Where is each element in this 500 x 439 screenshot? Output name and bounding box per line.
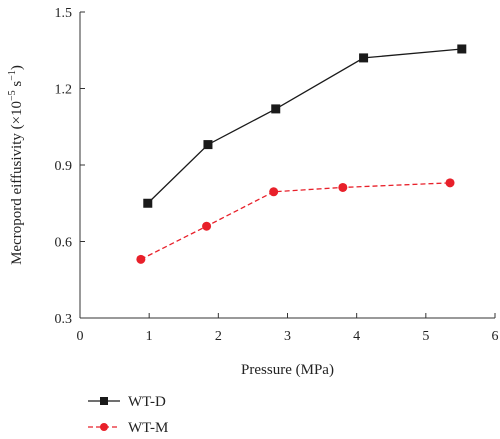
y-tick-label: 0.6: [55, 236, 73, 251]
series-wt-m: [136, 178, 455, 264]
x-tick-label: 1: [146, 329, 153, 344]
legend-item-wt-d: WT-D: [88, 394, 166, 410]
data-point: [202, 221, 212, 231]
x-tick-label: 0: [77, 329, 84, 344]
y-axis-title-exponent-2: −1: [7, 70, 18, 81]
data-point: [203, 140, 213, 150]
legend: WT-D WT-M: [88, 394, 168, 436]
y-tick-label: 1.5: [55, 6, 73, 21]
legend-label: WT-D: [128, 394, 166, 410]
data-point: [269, 187, 279, 197]
data-point: [143, 198, 153, 208]
x-axis-title: Pressure (MPa): [241, 362, 334, 378]
series-wt-d: [143, 44, 467, 208]
axes: [79, 12, 495, 319]
series-layer: [136, 44, 467, 264]
data-point: [271, 104, 281, 114]
x-tick-label: 2: [215, 329, 222, 344]
legend-label: WT-M: [128, 420, 168, 436]
data-point: [136, 254, 146, 264]
y-axis-title-main: Mecropord eiffusivity (×10: [9, 101, 25, 265]
data-point: [457, 44, 467, 54]
data-point: [445, 178, 455, 188]
legend-marker: [100, 423, 108, 431]
data-point: [359, 53, 369, 63]
series-line: [140, 182, 451, 260]
y-axis-title-mid: s: [9, 81, 25, 91]
data-point: [338, 182, 348, 192]
y-ticks: 0.3 0.6 0.9 1.2 1.5: [55, 6, 85, 327]
y-tick-label: 1.2: [55, 83, 73, 98]
legend-item-wt-m: WT-M: [88, 420, 168, 436]
x-tick-label: 3: [284, 329, 291, 344]
x-ticks: 0 1 2 3 4 5 6: [77, 313, 499, 344]
legend-marker: [100, 397, 108, 405]
y-axis-title-exponent-1: −5: [7, 90, 18, 101]
x-tick-label: 4: [353, 329, 360, 344]
y-axis-title: Mecropord eiffusivity (×10−5 s−1): [7, 65, 25, 265]
series-line: [147, 48, 462, 204]
y-tick-label: 0.3: [55, 312, 73, 327]
x-tick-label: 5: [422, 329, 429, 344]
y-tick-label: 0.9: [55, 159, 73, 174]
x-tick-label: 6: [492, 329, 499, 344]
y-axis-title-end: ): [9, 65, 25, 70]
